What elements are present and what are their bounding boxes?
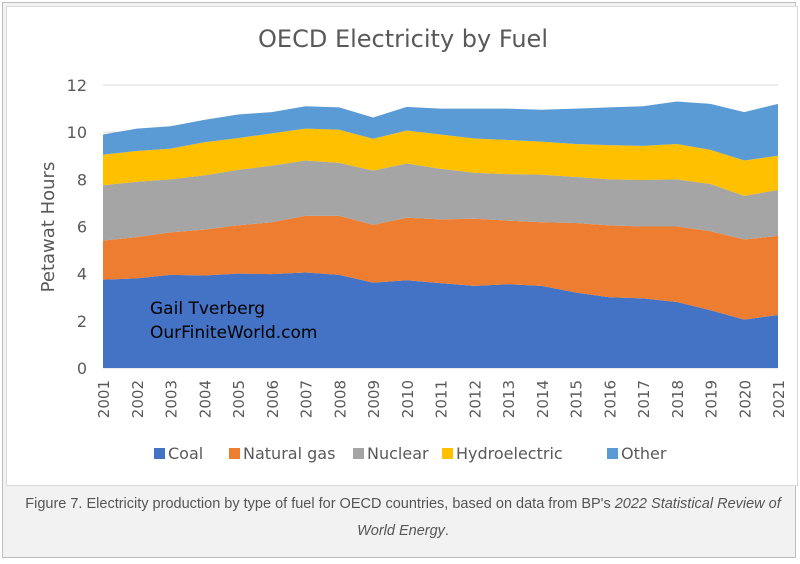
legend-label-other: Other xyxy=(621,444,667,463)
x-tick-label: 2010 xyxy=(399,380,417,418)
y-tick-label: 2 xyxy=(77,312,87,331)
area-chart: 0 2 4 6 8 10 12 2001 2002 2003 2004 2005 2006 2007 200… xyxy=(38,76,788,463)
legend-swatch-nuclear xyxy=(353,448,364,459)
chart-container: OECD Electricity by Fuel 0 2 4 6 8 10 12 2001 20… xyxy=(6,6,798,486)
y-tick-label: 12 xyxy=(67,76,87,95)
caption-text: Figure 7. Electricity production by type… xyxy=(25,496,615,512)
x-tick-label: 2008 xyxy=(331,380,349,418)
caption-italic-source: 2022 Statistical Review of World Energy xyxy=(357,496,781,539)
x-tick-label: 2015 xyxy=(568,380,586,418)
x-tick-label: 2009 xyxy=(365,380,383,418)
x-tick-label: 2001 xyxy=(95,380,113,418)
area-nuclear xyxy=(103,160,778,241)
legend-label-natural-gas: Natural gas xyxy=(243,444,335,463)
figure-caption: Figure 7. Electricity production by type… xyxy=(13,491,793,545)
legend-swatch-coal xyxy=(154,448,165,459)
y-tick-label: 10 xyxy=(67,123,87,142)
x-tick-label: 2002 xyxy=(129,380,147,418)
annotation-website: OurFiniteWorld.com xyxy=(150,323,317,343)
area-natural-gas xyxy=(103,215,778,320)
annotation-author: Gail Tverberg xyxy=(150,299,265,319)
x-tick-label: 2005 xyxy=(230,380,248,418)
y-tick-label: 6 xyxy=(77,218,87,237)
legend-label-coal: Coal xyxy=(168,444,203,463)
y-tick-label: 0 xyxy=(77,359,87,378)
legend-label-hydroelectric: Hydroelectric xyxy=(456,444,563,463)
y-axis-label: Petawat Hours xyxy=(38,162,59,293)
x-tick-label: 2013 xyxy=(500,380,518,418)
y-tick-label: 4 xyxy=(77,265,87,284)
x-tick-label: 2020 xyxy=(736,380,754,418)
x-tick-label: 2021 xyxy=(770,380,788,418)
x-tick-label: 2003 xyxy=(163,380,181,418)
x-tick-label: 2017 xyxy=(635,380,653,418)
legend-swatch-natural-gas xyxy=(229,448,240,459)
legend-swatch-other xyxy=(607,448,618,459)
x-tick-label: 2004 xyxy=(196,380,214,418)
area-other xyxy=(103,101,778,161)
x-tick-label: 2014 xyxy=(534,380,552,418)
area-hydroelectric xyxy=(103,128,778,196)
y-tick-label: 8 xyxy=(77,170,87,189)
x-tick-label: 2019 xyxy=(703,380,721,418)
legend-label-nuclear: Nuclear xyxy=(367,444,429,463)
x-tick-label: 2018 xyxy=(669,380,687,418)
x-tick-label: 2007 xyxy=(298,380,316,418)
legend-swatch-hydroelectric xyxy=(442,448,453,459)
x-tick-label: 2016 xyxy=(601,380,619,418)
chart-title: OECD Electricity by Fuel xyxy=(258,25,548,53)
x-tick-label: 2011 xyxy=(433,380,451,418)
x-tick-label: 2006 xyxy=(264,380,282,418)
caption-end: . xyxy=(444,523,449,539)
x-tick-label: 2012 xyxy=(466,380,484,418)
area-coal xyxy=(103,272,778,368)
